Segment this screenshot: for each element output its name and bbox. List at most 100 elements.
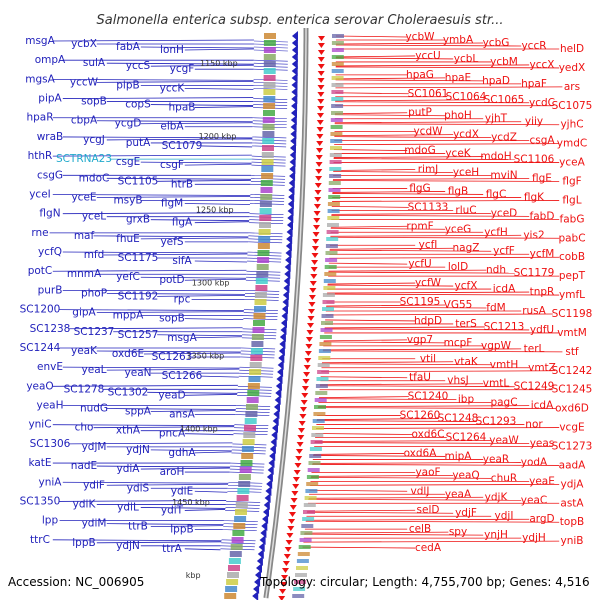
gene-label-right[interactable]: ycfH bbox=[484, 226, 508, 238]
gene-label-left[interactable]: fabA bbox=[116, 41, 141, 53]
gene-label-right[interactable]: SC1242 bbox=[552, 365, 593, 377]
gene-label-left[interactable]: yniC bbox=[28, 419, 51, 431]
gene-label-right[interactable]: icdA bbox=[493, 283, 516, 295]
gene-label-right[interactable]: SC1198 bbox=[552, 308, 593, 320]
gene-label-left[interactable]: ycbX bbox=[71, 38, 97, 50]
gene-label-right[interactable]: ycbG bbox=[483, 37, 510, 49]
gene-label-left[interactable]: ydiA bbox=[117, 463, 141, 475]
gene-label-right[interactable]: vtaK bbox=[454, 356, 479, 368]
gene-label-left[interactable]: potC bbox=[28, 265, 53, 277]
gene-label-right[interactable]: pepT bbox=[559, 270, 586, 282]
gene-label-left[interactable]: SC1175 bbox=[118, 252, 159, 264]
gene-label-left[interactable]: yeaK bbox=[71, 345, 98, 357]
gene-label-left[interactable]: sopB bbox=[159, 313, 185, 325]
gene-label-left[interactable]: nudG bbox=[80, 403, 108, 415]
gene-label-right[interactable]: icdA bbox=[531, 400, 554, 412]
gene-label-right[interactable]: vcgE bbox=[559, 422, 584, 434]
gene-label-left[interactable]: csgE bbox=[116, 156, 141, 168]
gene-label-right[interactable]: oxd6A bbox=[404, 447, 438, 459]
gene-label-right[interactable]: ycbM bbox=[490, 56, 518, 68]
gene-label-right[interactable]: ycfU bbox=[408, 258, 431, 270]
gene-label-right[interactable]: mipA bbox=[445, 450, 473, 462]
gene-label-right[interactable]: oxd6D bbox=[555, 403, 589, 415]
gene-label-right[interactable]: yceD bbox=[491, 207, 518, 219]
gene-label-left[interactable]: phoP bbox=[81, 287, 107, 299]
gene-label-left[interactable]: yeaN bbox=[125, 367, 152, 379]
gene-label-right[interactable]: SC1245 bbox=[552, 384, 593, 396]
gene-label-right[interactable]: spy bbox=[449, 526, 467, 538]
gene-label-left[interactable]: potD bbox=[159, 274, 184, 286]
gene-label-right[interactable]: SC1273 bbox=[552, 441, 593, 453]
gene-label-left[interactable]: flgA bbox=[172, 217, 193, 229]
gene-label-right[interactable]: yjhT bbox=[485, 113, 508, 125]
gene-label-right[interactable]: vmtH bbox=[490, 359, 518, 371]
gene-label-right[interactable]: ynjH bbox=[484, 529, 508, 541]
gene-label-left[interactable]: sifA bbox=[172, 255, 192, 267]
gene-label-right[interactable]: SC1075 bbox=[552, 100, 593, 112]
gene-label-right[interactable]: yceH bbox=[453, 167, 479, 179]
gene-label-right[interactable]: ycfF bbox=[493, 245, 515, 257]
gene-label-left[interactable]: SC1192 bbox=[118, 290, 159, 302]
gene-label-right[interactable]: yis2 bbox=[523, 229, 544, 241]
gene-label-left[interactable]: pipA bbox=[38, 93, 62, 105]
gene-label-right[interactable]: astA bbox=[560, 497, 584, 509]
gene-label-left[interactable]: xthA bbox=[116, 425, 141, 437]
gene-label-left[interactable]: yeaO bbox=[26, 380, 53, 392]
gene-label-left[interactable]: lppB bbox=[72, 537, 95, 549]
gene-label-left[interactable]: hpaB bbox=[169, 102, 196, 114]
gene-label-right[interactable]: ycfM bbox=[530, 248, 555, 260]
gene-label-right[interactable]: csgA bbox=[529, 135, 555, 147]
gene-label-right[interactable]: terL bbox=[524, 343, 545, 355]
gene-label-right[interactable]: vtil bbox=[420, 353, 436, 365]
gene-label-right[interactable]: flgL bbox=[562, 194, 581, 206]
gene-label-left[interactable]: msgA bbox=[25, 35, 55, 47]
gene-label-right[interactable]: ycbW bbox=[405, 31, 435, 43]
gene-label-right[interactable]: argD bbox=[529, 513, 554, 525]
gene-label-left[interactable]: mgsA bbox=[25, 73, 55, 85]
gene-label-right[interactable]: mcpF bbox=[444, 337, 473, 349]
gene-label-right[interactable]: yiiy bbox=[525, 116, 543, 128]
gene-label-right[interactable]: yeaE bbox=[529, 475, 555, 487]
gene-label-right[interactable]: hpaG bbox=[406, 69, 434, 81]
gene-label-left[interactable]: oxd6E bbox=[112, 348, 144, 360]
gene-label-right[interactable]: flgE bbox=[532, 173, 552, 185]
gene-label-left[interactable]: ycfQ bbox=[38, 246, 62, 258]
gene-label-left[interactable]: SC1306 bbox=[30, 438, 71, 450]
gene-label-left[interactable]: yniA bbox=[39, 476, 63, 488]
gene-label-right[interactable]: ymdC bbox=[557, 138, 587, 150]
gene-label-right[interactable]: ydjK bbox=[485, 491, 509, 503]
gene-label-right[interactable]: putP bbox=[408, 107, 432, 119]
gene-label-left[interactable]: lonH bbox=[160, 44, 184, 56]
gene-label-right[interactable]: ycfX bbox=[455, 280, 478, 292]
gene-label-right[interactable]: nor bbox=[525, 419, 543, 431]
gene-label-left[interactable]: yeaD bbox=[158, 389, 185, 401]
gene-label-left[interactable]: csgG bbox=[37, 169, 63, 181]
gene-label-right[interactable]: ycfI bbox=[419, 239, 438, 251]
gene-label-right[interactable]: lolD bbox=[448, 261, 468, 273]
gene-label-right[interactable]: hpaF bbox=[521, 78, 547, 90]
gene-label-right[interactable]: rusA bbox=[522, 305, 546, 317]
gene-label-right[interactable]: flgB bbox=[448, 185, 468, 197]
gene-label-left[interactable]: mnmA bbox=[67, 268, 102, 280]
gene-label-left[interactable]: SC1200 bbox=[20, 304, 61, 316]
gene-label-left[interactable]: SC1105 bbox=[118, 175, 159, 187]
gene-label-right[interactable]: yeas bbox=[530, 438, 555, 450]
gene-label-left[interactable]: SC1350 bbox=[20, 495, 61, 507]
gene-label-left[interactable]: SCTRNA23 bbox=[56, 153, 112, 165]
gene-label-left[interactable]: cbpA bbox=[71, 115, 98, 127]
gene-label-right[interactable]: tfaU bbox=[409, 372, 431, 384]
gene-label-right[interactable]: yccR bbox=[521, 40, 546, 52]
gene-label-left[interactable]: rne bbox=[31, 227, 48, 239]
gene-label-left[interactable]: mfd bbox=[84, 249, 105, 261]
gene-label-left[interactable]: aroH bbox=[160, 466, 185, 478]
gene-label-left[interactable]: ydiE bbox=[171, 485, 193, 497]
gene-label-right[interactable]: SC1064 bbox=[446, 91, 487, 103]
gene-label-left[interactable]: flgN bbox=[39, 208, 60, 220]
gene-label-right[interactable]: hdpD bbox=[414, 315, 442, 327]
gene-label-left[interactable]: yccS bbox=[126, 60, 151, 72]
gene-label-right[interactable]: yeaQ bbox=[452, 469, 479, 481]
gene-label-right[interactable]: ycfW bbox=[415, 277, 442, 289]
gene-label-right[interactable]: ydjF bbox=[455, 507, 477, 519]
gene-label-right[interactable]: SC1293 bbox=[476, 416, 517, 428]
gene-label-left[interactable]: pipB bbox=[116, 79, 139, 91]
